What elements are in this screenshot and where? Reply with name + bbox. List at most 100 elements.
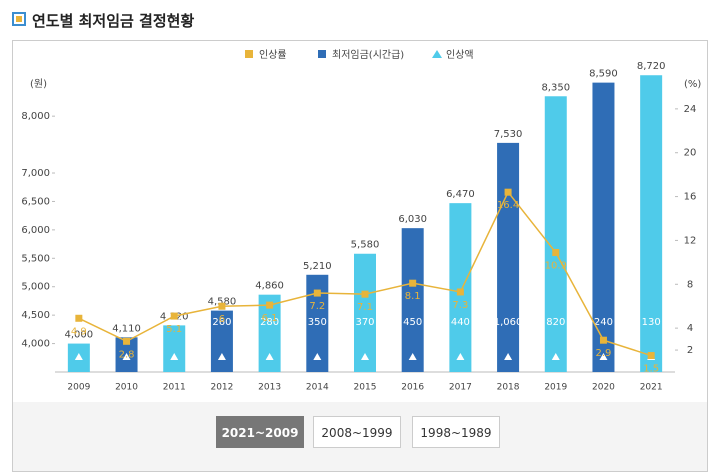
rate-label: 1.5 (643, 364, 659, 375)
period-tab[interactable]: 1998~1989 (412, 416, 500, 448)
increase-icon (361, 353, 369, 360)
rate-label: 4.9 (71, 326, 87, 337)
rate-point (361, 290, 369, 298)
x-tick-label: 2017 (449, 383, 472, 393)
y-tick-label: 6,500 (21, 196, 50, 207)
increase-label: 110 (117, 317, 136, 328)
page-title: 연도별 최저임금 결정현황 (32, 12, 195, 30)
increase-label: 210 (165, 317, 184, 328)
increase-label: 280 (260, 317, 279, 328)
rate-label: 2.9 (596, 348, 612, 359)
x-tick-label: 2016 (401, 383, 424, 393)
rate-label: 8.1 (405, 291, 421, 302)
x-tick-label: 2014 (306, 383, 329, 393)
chart-box (12, 40, 708, 472)
increase-icon (456, 353, 465, 360)
increase-label: 350 (308, 317, 327, 328)
rate-label: 2.8 (119, 349, 135, 360)
bar-value-label: 4,000 (65, 330, 94, 341)
rate-label: 7.3 (452, 300, 468, 311)
bar (401, 228, 424, 372)
rate-point (599, 336, 607, 344)
bar-value-label: 6,030 (398, 214, 427, 225)
rate-label: 10.9 (545, 260, 567, 271)
increase-icon (217, 353, 226, 360)
y-tick-label: 5,000 (21, 282, 50, 293)
period-tab[interactable]: 2021~2009 (216, 416, 304, 448)
x-tick-label: 2021 (640, 383, 663, 393)
bar-value-label: 5,210 (303, 261, 332, 272)
bar-value-label: 8,590 (589, 69, 618, 80)
y2-tick-label: 20 (684, 148, 697, 159)
x-tick-label: 2009 (67, 383, 90, 393)
rate-point (647, 352, 655, 360)
y2-tick-label: 16 (684, 192, 697, 203)
x-tick-label: 2013 (258, 383, 281, 393)
rate-point (456, 288, 464, 296)
y-tick-label: 4,000 (21, 339, 50, 350)
rate-point (123, 337, 131, 345)
rate-point (313, 289, 321, 297)
rate-point (170, 312, 178, 320)
increase-label: 130 (642, 317, 661, 328)
y2-tick-label: 4 (687, 323, 693, 334)
bar-value-label: 8,720 (637, 61, 666, 72)
x-tick-label: 2015 (354, 383, 377, 393)
legend-label: 인상액 (446, 49, 474, 61)
bar (592, 82, 615, 372)
bar-value-label: 4,110 (112, 323, 141, 334)
y-tick-label: 8,000 (21, 111, 50, 122)
bar (258, 294, 281, 372)
increase-label: 450 (403, 317, 422, 328)
increase-label: 260 (212, 317, 231, 328)
increase-icon (265, 353, 274, 360)
rate-point (552, 248, 560, 256)
increase-icon (408, 353, 417, 360)
increase-icon (74, 353, 83, 360)
rate-point (409, 279, 417, 287)
increase-label: 240 (594, 317, 613, 328)
x-tick-label: 2011 (163, 383, 186, 393)
rate-label: 6 (219, 314, 225, 325)
rate-label: 7.2 (309, 301, 325, 312)
increase-icon (313, 353, 322, 360)
x-tick-label: 2012 (210, 383, 233, 393)
y-tick-label: 5,500 (21, 253, 50, 264)
bar (640, 75, 663, 372)
rate-point (75, 314, 83, 322)
x-tick-label: 2019 (544, 383, 567, 393)
increase-label: 370 (355, 317, 374, 328)
bar-value-label: 4,580 (208, 297, 237, 308)
x-tick-label: 2010 (115, 383, 138, 393)
bar-value-label: 5,580 (351, 240, 380, 251)
increase-icon (551, 353, 560, 360)
rate-point (504, 188, 512, 196)
y2-tick-label: 2 (687, 345, 693, 356)
rate-point (266, 301, 274, 309)
bar (210, 310, 233, 372)
y-tick-label: 4,500 (21, 310, 50, 321)
title-icon (12, 12, 26, 26)
increase-icon (122, 353, 131, 360)
y-tick-label: 6,000 (21, 225, 50, 236)
bar-value-label: 8,350 (541, 82, 570, 93)
chart: 인상률 최저임금(시간급) 인상액 (원) (%) 4,000 4,500 5,000 5,50… (21, 48, 701, 393)
bar-value-label: 7,530 (494, 129, 523, 140)
increase-label: 820 (546, 317, 565, 328)
bar (497, 142, 520, 372)
x-tick-label: 2018 (497, 383, 520, 393)
period-tab[interactable]: 2008~1999 (313, 416, 401, 448)
legend-label: 인상률 (259, 49, 287, 61)
legend-swatch (245, 50, 253, 58)
y2-tick-label: 24 (684, 104, 697, 115)
rate-label: 7.1 (357, 302, 373, 313)
y2-tick-label: 8 (687, 279, 693, 290)
increase-icon (599, 353, 608, 360)
increase-label: 230 (69, 317, 88, 328)
x-tick-label: 2020 (592, 383, 615, 393)
legend-swatch (432, 50, 442, 58)
rate-label: 16.4 (497, 200, 519, 211)
increase-icon (504, 353, 513, 360)
legend-swatch (318, 50, 326, 58)
